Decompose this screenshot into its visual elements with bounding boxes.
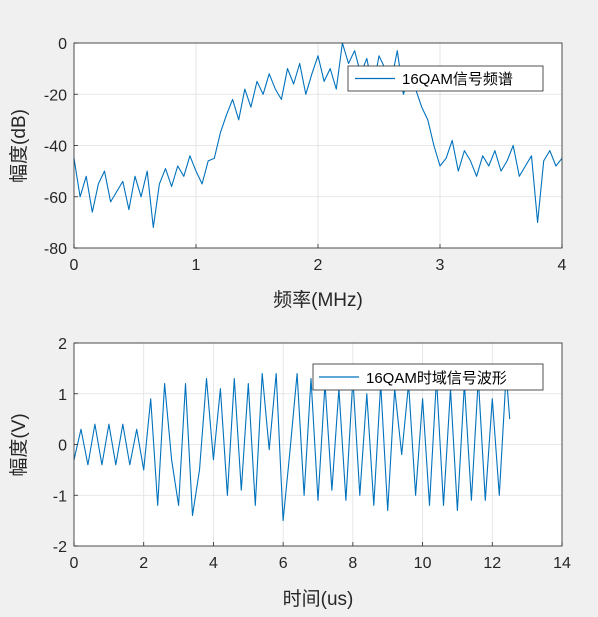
waveform-xtick-label: 0 [70, 555, 79, 572]
spectrum-legend-label: 16QAM信号频谱 [402, 71, 513, 88]
spectrum-ytick-label: -60 [44, 190, 67, 207]
waveform-ytick-label: 1 [58, 387, 67, 404]
spectrum-ylabel: 幅度(dB) [8, 109, 30, 183]
spectrum-chart: 0 1 2 3 4 -80 -60 -40 -20 0 频率(MHz) 幅度(dB) 16QAM信… [8, 36, 567, 311]
waveform-xlabel: 时间(us) [283, 588, 354, 610]
spectrum-series-line-0 [73, 42, 563, 229]
waveform-xtick-label: 6 [279, 555, 288, 572]
spectrum-ytick-label: -20 [44, 87, 67, 104]
waveform-xtick-label: 14 [553, 555, 571, 572]
spectrum-xtick-label: 4 [558, 257, 567, 274]
waveform-series-line-0 [73, 372, 511, 522]
waveform-xtick-label: 4 [209, 555, 218, 572]
spectrum-xtick-label: 2 [314, 257, 323, 274]
waveform-ytick-label: 0 [58, 438, 67, 455]
spectrum-legend: 16QAM信号频谱 [347, 65, 544, 92]
waveform-ytick-label: 2 [58, 336, 67, 353]
waveform-xtick-label: 10 [414, 555, 432, 572]
waveform-ylabel: 幅度(V) [8, 413, 30, 476]
waveform-xtick-label: 2 [139, 555, 148, 572]
waveform-legend: 16QAM时域信号波形 [312, 363, 544, 391]
spectrum-ytick-label: -80 [44, 241, 67, 258]
spectrum-xlabel: 频率(MHz) [273, 289, 363, 311]
spectrum-xtick-label: 0 [70, 257, 79, 274]
waveform-legend-label: 16QAM时域信号波形 [366, 370, 507, 387]
spectrum-xtick-label: 3 [436, 257, 445, 274]
spectrum-xtick-label: 1 [192, 257, 201, 274]
waveform-ytick-label: -1 [53, 488, 67, 505]
spectrum-line-layer [73, 42, 563, 229]
waveform-xtick-label: 12 [483, 555, 501, 572]
waveform-ytick-label: -2 [53, 539, 67, 556]
spectrum-ticks: 0 1 2 3 4 -80 -60 -40 -20 0 [44, 36, 567, 274]
waveform-xtick-label: 8 [348, 555, 357, 572]
waveform-line-layer [73, 372, 511, 522]
spectrum-ytick-label: -40 [44, 139, 67, 156]
spectrum-ytick-label: 0 [58, 36, 67, 53]
